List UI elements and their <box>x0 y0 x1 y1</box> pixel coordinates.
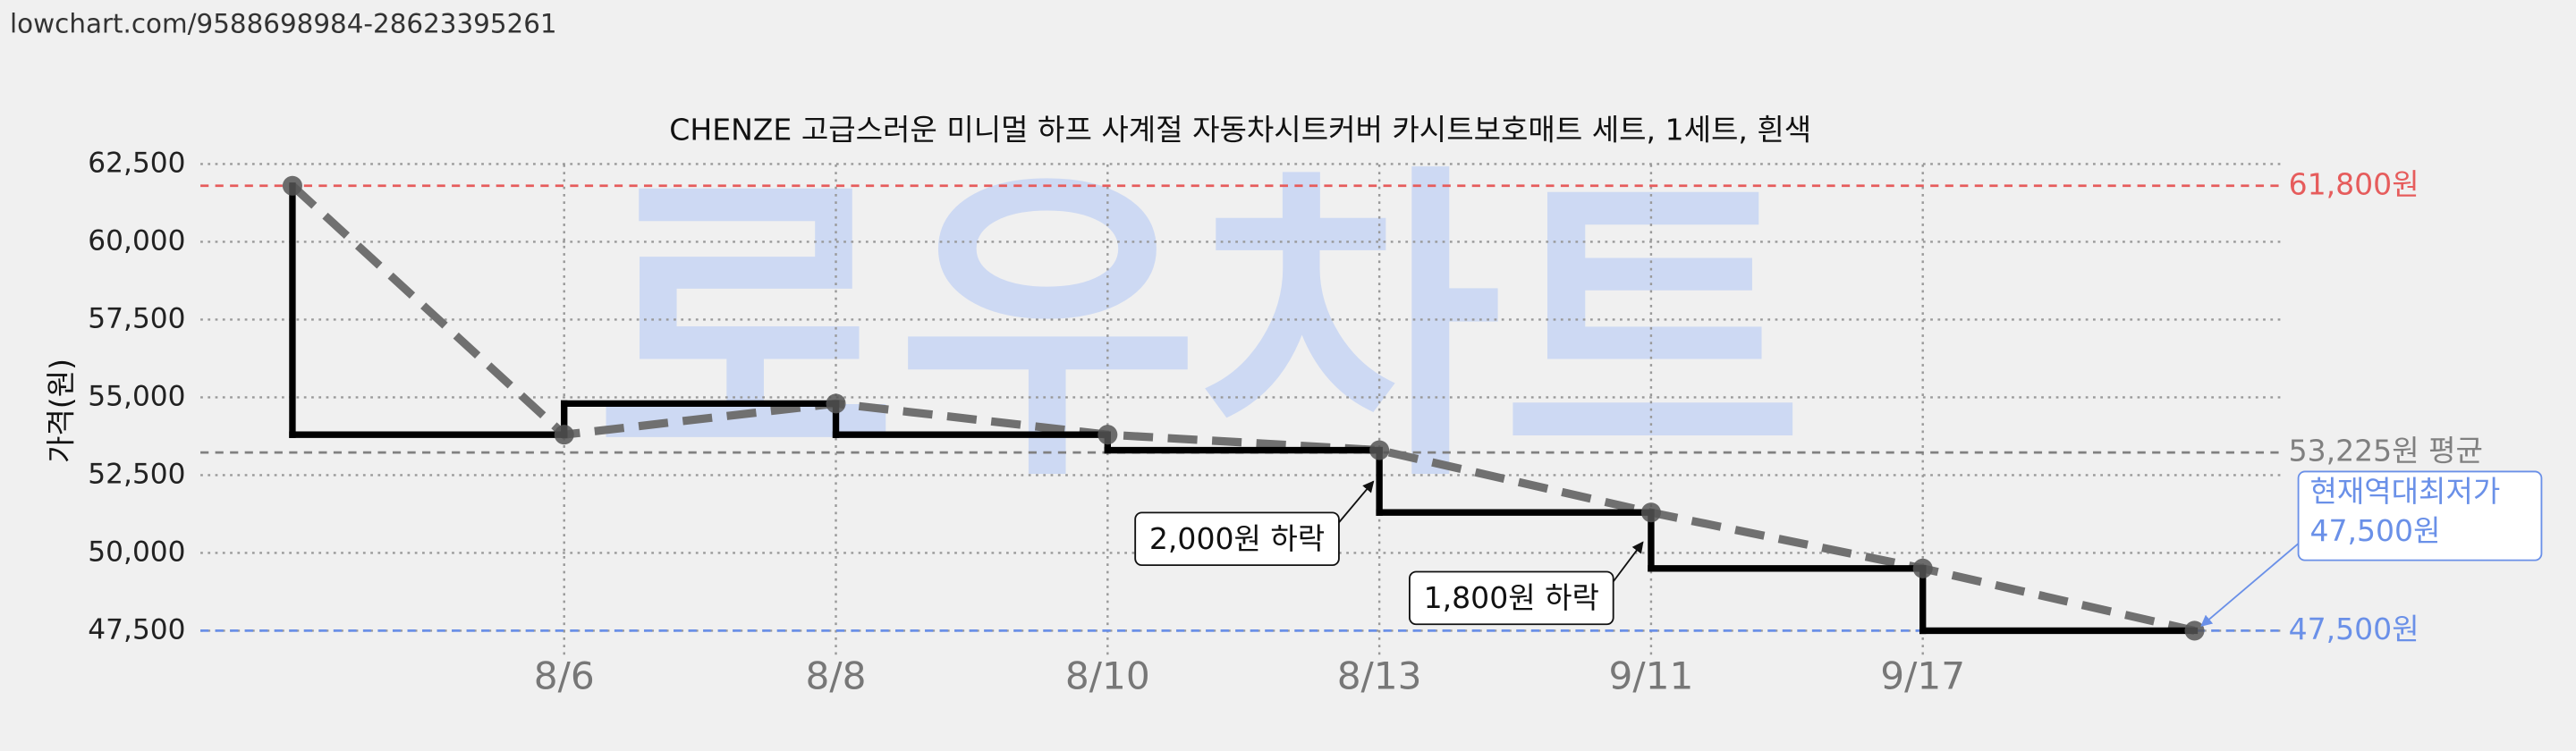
lowest-box <box>2297 470 2543 561</box>
point <box>826 393 846 414</box>
trend-line <box>289 182 2196 635</box>
annotation: 1,800원 하락 <box>1424 580 1599 615</box>
y-axis-label: 가격(원) <box>43 359 78 463</box>
annotation-box <box>1409 570 1614 626</box>
x-tick-label: 9/17 <box>1880 654 1965 697</box>
watermark: 로우차트 <box>595 139 1804 521</box>
y-tick-label: 52,500 <box>88 458 185 490</box>
lowest-label: 47,500원 <box>2309 513 2440 548</box>
reference-label: 53,225원 평균 <box>2289 434 2483 468</box>
lowest-label: 현재역대최저가 <box>2309 474 2500 509</box>
y-tick-label: 47,500 <box>88 613 185 646</box>
url: lowchart.com/9588698984-28623395261 <box>10 8 557 38</box>
point <box>1640 502 1661 523</box>
point <box>1097 425 1118 445</box>
y-tick-label: 57,500 <box>88 302 185 334</box>
y-tick-label: 62,500 <box>88 147 185 179</box>
point <box>554 425 574 445</box>
y-tick-label: 50,000 <box>88 536 185 568</box>
point <box>2184 620 2205 641</box>
lowest-arrow <box>2200 541 2301 627</box>
annotation-arrow <box>1338 480 1375 523</box>
point <box>282 175 302 196</box>
y-tick-label: 60,000 <box>88 224 185 257</box>
annotation: 2,000원 하락 <box>1149 521 1325 556</box>
point <box>1369 440 1390 460</box>
x-tick-label: 8/10 <box>1065 654 1150 697</box>
x-tick-label: 8/8 <box>806 654 867 697</box>
x-tick-label: 8/6 <box>534 654 595 697</box>
x-tick-label: 9/11 <box>1608 654 1693 697</box>
point <box>1912 558 1933 578</box>
annotation-box <box>1134 511 1340 567</box>
chart-title: CHENZE 고급스러운 미니멀 하프 사계절 자동차시트커버 카시트보호매트 … <box>669 113 1811 148</box>
x-tick-label: 8/13 <box>1337 654 1422 697</box>
y-tick-label: 55,000 <box>88 380 185 412</box>
reference-label: 61,800원 <box>2289 166 2419 201</box>
reference-label: 47,500원 <box>2289 612 2419 646</box>
annotation-arrow <box>1612 541 1644 583</box>
